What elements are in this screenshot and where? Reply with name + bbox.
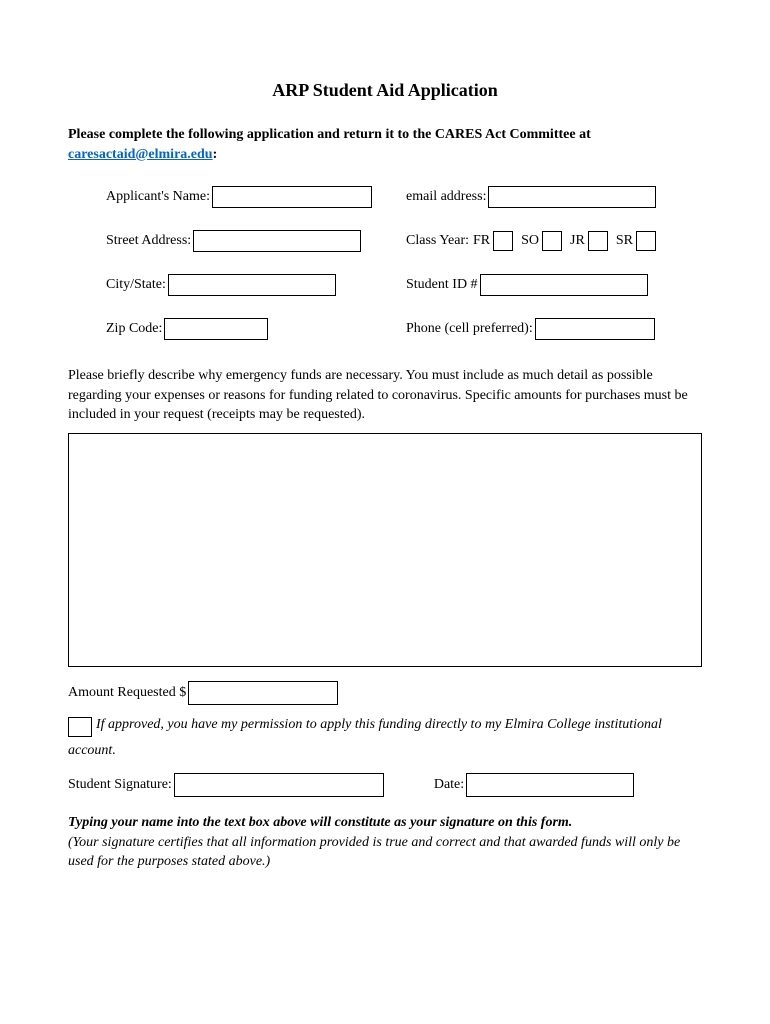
class-sr-label: SR xyxy=(616,233,633,249)
date-input[interactable] xyxy=(466,773,634,797)
instructions: Please complete the following applicatio… xyxy=(68,125,702,164)
row-street-class: Street Address: Class Year: FR SO JR SR xyxy=(106,230,702,252)
signature-label: Student Signature: xyxy=(68,777,172,793)
instructions-suffix: : xyxy=(213,147,218,162)
footer-italic: (Your signature certifies that all infor… xyxy=(68,833,702,872)
description-textarea[interactable] xyxy=(68,433,702,667)
email-label: email address: xyxy=(406,189,486,205)
street-label: Street Address: xyxy=(106,233,191,249)
account-text: account. xyxy=(68,743,702,759)
class-so-checkbox[interactable] xyxy=(542,231,562,251)
class-year-label: Class Year: xyxy=(406,233,469,249)
city-state-label: City/State: xyxy=(106,277,166,293)
row-name-email: Applicant's Name: email address: xyxy=(106,186,702,208)
applicant-name-label: Applicant's Name: xyxy=(106,189,210,205)
date-label: Date: xyxy=(434,777,464,793)
footer-note: Typing your name into the text box above… xyxy=(68,813,702,872)
class-jr-checkbox[interactable] xyxy=(588,231,608,251)
description-instructions: Please briefly describe why emergency fu… xyxy=(68,366,702,425)
amount-input[interactable] xyxy=(188,681,338,705)
form-page: ARP Student Aid Application Please compl… xyxy=(0,0,770,872)
email-input[interactable] xyxy=(488,186,656,208)
permission-row: If approved, you have my permission to a… xyxy=(68,715,702,737)
form-grid: Applicant's Name: email address: Street … xyxy=(68,186,702,340)
class-sr-checkbox[interactable] xyxy=(636,231,656,251)
street-input[interactable] xyxy=(193,230,361,252)
student-id-input[interactable] xyxy=(480,274,648,296)
class-so-label: SO xyxy=(521,233,539,249)
row-city-studentid: City/State: Student ID # xyxy=(106,274,702,296)
email-link[interactable]: caresactaid@elmira.edu xyxy=(68,147,213,162)
class-year-group: FR SO JR SR xyxy=(473,231,656,251)
zip-input[interactable] xyxy=(164,318,268,340)
permission-text: If approved, you have my permission to a… xyxy=(96,715,662,735)
footer-bold: Typing your name into the text box above… xyxy=(68,813,702,833)
signature-input[interactable] xyxy=(174,773,384,797)
phone-label: Phone (cell preferred): xyxy=(406,321,533,337)
permission-checkbox[interactable] xyxy=(68,717,92,737)
amount-label: Amount Requested $ xyxy=(68,685,186,701)
student-id-label: Student ID # xyxy=(406,277,478,293)
zip-label: Zip Code: xyxy=(106,321,162,337)
class-fr-checkbox[interactable] xyxy=(493,231,513,251)
city-state-input[interactable] xyxy=(168,274,336,296)
class-jr-label: JR xyxy=(570,233,585,249)
phone-input[interactable] xyxy=(535,318,655,340)
applicant-name-input[interactable] xyxy=(212,186,372,208)
signature-row: Student Signature: Date: xyxy=(68,773,702,797)
class-fr-label: FR xyxy=(473,233,490,249)
instructions-prefix: Please complete the following applicatio… xyxy=(68,127,591,142)
page-title: ARP Student Aid Application xyxy=(68,80,702,101)
amount-row: Amount Requested $ xyxy=(68,681,702,705)
row-zip-phone: Zip Code: Phone (cell preferred): xyxy=(106,318,702,340)
